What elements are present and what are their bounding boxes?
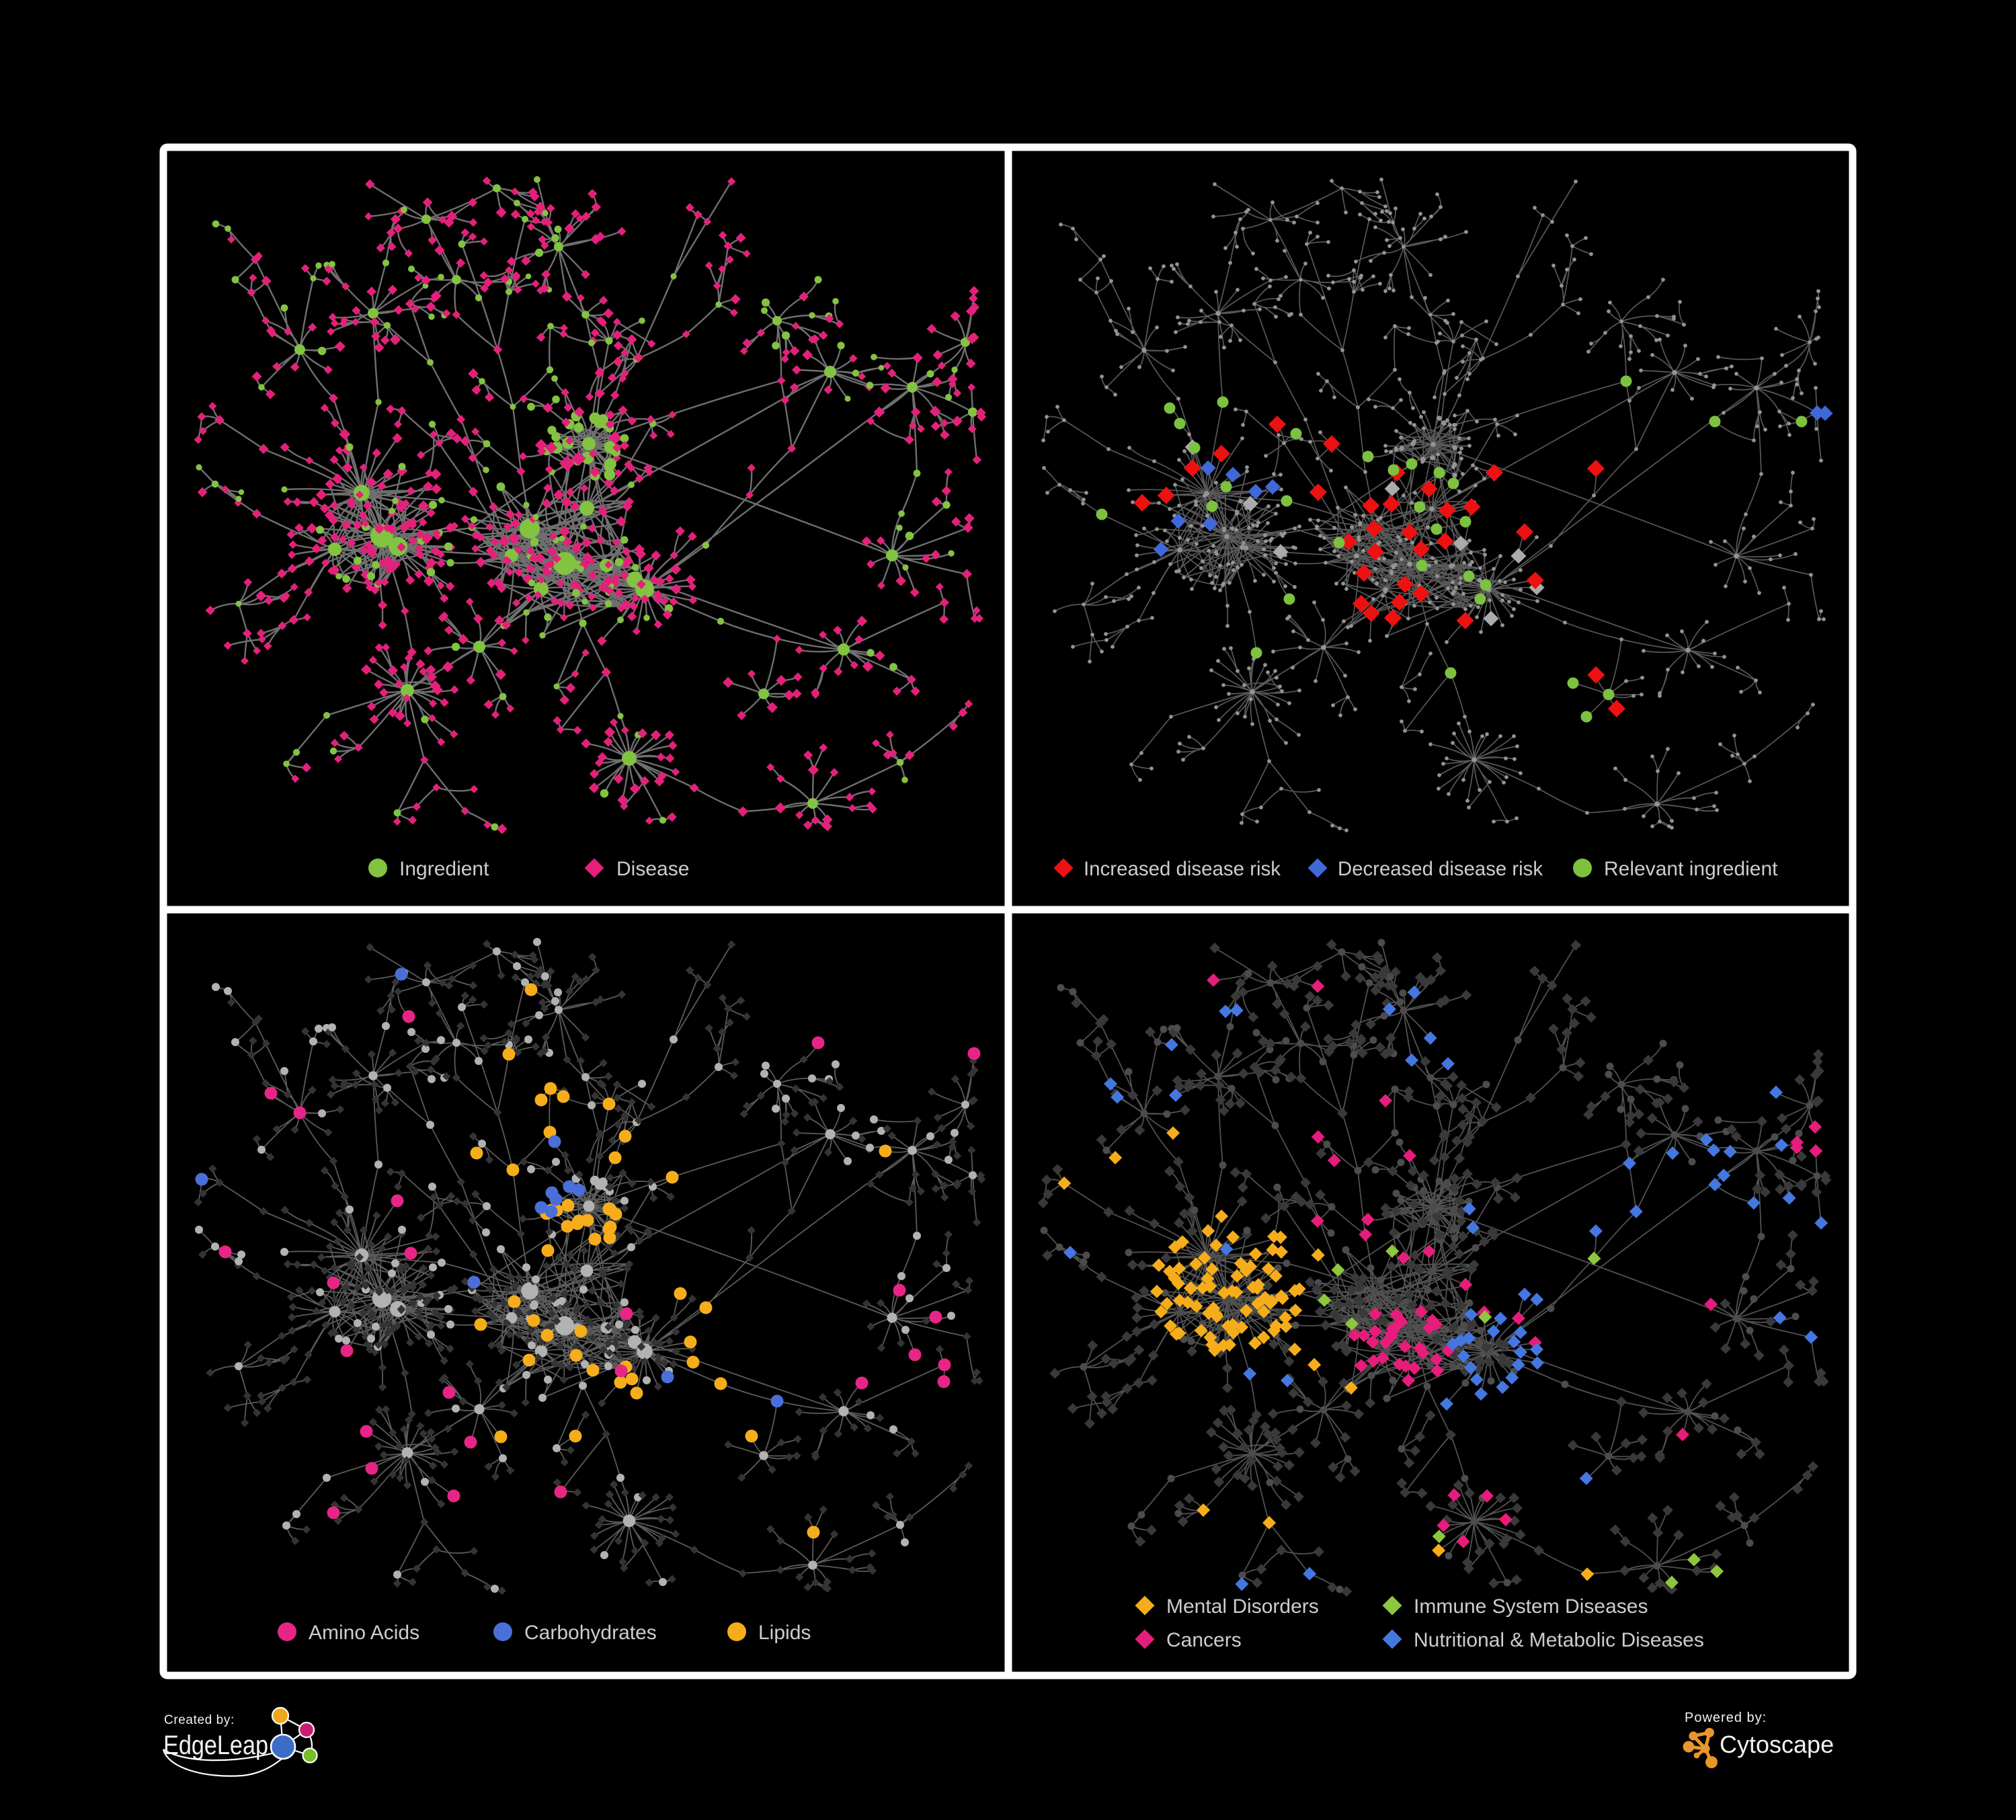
svg-text:Decreased disease risk: Decreased disease risk xyxy=(1338,858,1543,880)
svg-text:Increased disease risk: Increased disease risk xyxy=(1084,858,1281,880)
svg-text:EdgeLeap: EdgeLeap xyxy=(163,1731,268,1760)
svg-text:Nutritional & Metabolic Diseas: Nutritional & Metabolic Diseases xyxy=(1414,1629,1704,1651)
svg-text:Amino Acids: Amino Acids xyxy=(309,1622,419,1644)
svg-text:Ingredient: Ingredient xyxy=(399,858,489,880)
svg-text:Mental Disorders: Mental Disorders xyxy=(1166,1595,1319,1618)
svg-text:Powered by:: Powered by: xyxy=(1685,1710,1767,1725)
svg-text:Lipids: Lipids xyxy=(758,1622,811,1644)
svg-text:Carbohydrates: Carbohydrates xyxy=(524,1622,657,1644)
svg-text:Cytoscape: Cytoscape xyxy=(1720,1731,1834,1758)
svg-text:Immune System Diseases: Immune System Diseases xyxy=(1414,1595,1648,1618)
svg-text:Relevant ingredient: Relevant ingredient xyxy=(1604,858,1778,880)
svg-text:Created by:: Created by: xyxy=(164,1713,235,1727)
svg-text:Disease: Disease xyxy=(616,858,689,880)
svg-text:Cancers: Cancers xyxy=(1166,1629,1242,1651)
